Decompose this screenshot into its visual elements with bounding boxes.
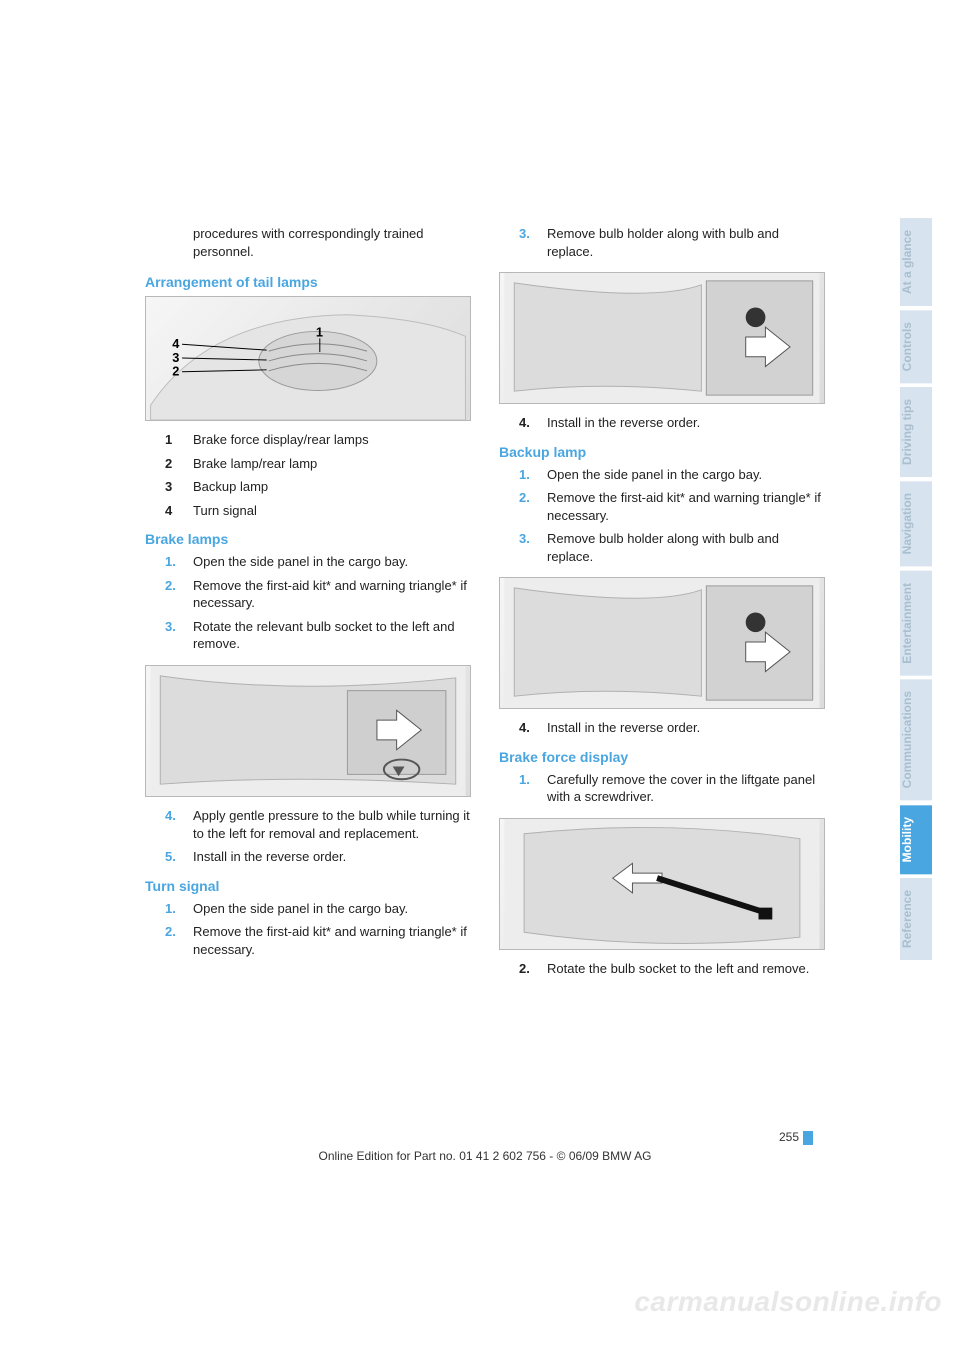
- turn-signal-steps-end: Install in the reverse order.: [499, 414, 825, 432]
- backup-lamp-steps-end: Install in the reverse order.: [499, 719, 825, 737]
- heading-brake-force: Brake force display: [499, 749, 825, 765]
- figure-brake-lamp-removal: [145, 665, 471, 797]
- figure-backup-lamp-removal: [499, 577, 825, 709]
- step-item: Install in the reverse order.: [145, 848, 471, 866]
- tab-reference[interactable]: Reference: [900, 878, 932, 960]
- svg-text:3: 3: [172, 350, 179, 365]
- section-tabs: At a glance Controls Driving tips Naviga…: [900, 218, 932, 964]
- step-item: Apply gentle pressure to the bulb while …: [145, 807, 471, 842]
- heading-brake-lamps: Brake lamps: [145, 531, 471, 547]
- legend-item: 3Backup lamp: [145, 478, 471, 496]
- svg-text:4: 4: [172, 336, 180, 351]
- step-item: Remove bulb holder along with bulb and r…: [499, 225, 825, 260]
- legend-item: 4Turn signal: [145, 502, 471, 520]
- step-item: Install in the reverse order.: [499, 414, 825, 432]
- cargo-bay-diagram-icon: [500, 273, 824, 403]
- brake-lamps-steps: Open the side panel in the cargo bay. Re…: [145, 553, 471, 653]
- figure-brake-force-removal: [499, 818, 825, 950]
- step-item: Remove the first-aid kit* and warning tr…: [499, 489, 825, 524]
- tab-navigation[interactable]: Navigation: [900, 481, 932, 566]
- backup-lamp-steps: Open the side panel in the cargo bay. Re…: [499, 466, 825, 566]
- brake-lamps-steps-cont: Apply gentle pressure to the bulb while …: [145, 807, 471, 866]
- turn-signal-steps: Open the side panel in the cargo bay. Re…: [145, 900, 471, 959]
- heading-turn-signal: Turn signal: [145, 878, 471, 894]
- page-marker-icon: [803, 1131, 813, 1145]
- tab-at-a-glance[interactable]: At a glance: [900, 218, 932, 306]
- footer-line: Online Edition for Part no. 01 41 2 602 …: [145, 1149, 825, 1163]
- liftgate-panel-diagram-icon: [500, 819, 824, 949]
- tab-mobility[interactable]: Mobility: [900, 805, 932, 874]
- intro-text: procedures with correspondingly trained …: [145, 225, 471, 260]
- brake-force-steps-end: Rotate the bulb socket to the left and r…: [499, 960, 825, 978]
- tab-entertainment[interactable]: Entertainment: [900, 571, 932, 676]
- page-number: 255: [779, 1130, 799, 1144]
- tab-controls[interactable]: Controls: [900, 310, 932, 383]
- figure-turn-signal-removal: [499, 272, 825, 404]
- svg-text:1: 1: [316, 324, 323, 339]
- turn-signal-steps-cont: Remove bulb holder along with bulb and r…: [499, 225, 825, 260]
- step-item: Install in the reverse order.: [499, 719, 825, 737]
- legend-item: 2Brake lamp/rear lamp: [145, 455, 471, 473]
- page-footer: 255 Online Edition for Part no. 01 41 2 …: [145, 1130, 825, 1163]
- step-item: Remove the first-aid kit* and warning tr…: [145, 923, 471, 958]
- step-item: Rotate the relevant bulb socket to the l…: [145, 618, 471, 653]
- page-number-wrap: 255: [145, 1130, 825, 1145]
- page-content: procedures with correspondingly trained …: [145, 225, 825, 990]
- step-item: Open the side panel in the cargo bay.: [499, 466, 825, 484]
- figure-tail-lamp-arrangement: 1 4 3 2: [145, 296, 471, 421]
- step-item: Open the side panel in the cargo bay.: [145, 900, 471, 918]
- tab-driving-tips[interactable]: Driving tips: [900, 387, 932, 477]
- left-column: procedures with correspondingly trained …: [145, 225, 471, 990]
- heading-backup-lamp: Backup lamp: [499, 444, 825, 460]
- right-column: Remove bulb holder along with bulb and r…: [499, 225, 825, 990]
- step-item: Open the side panel in the cargo bay.: [145, 553, 471, 571]
- columns: procedures with correspondingly trained …: [145, 225, 825, 990]
- heading-arrangement: Arrangement of tail lamps: [145, 274, 471, 290]
- brake-force-steps: Carefully remove the cover in the liftga…: [499, 771, 825, 806]
- step-item: Carefully remove the cover in the liftga…: [499, 771, 825, 806]
- cargo-bay-diagram-icon: [500, 578, 824, 708]
- watermark: carmanualsonline.info: [634, 1286, 942, 1318]
- svg-text:2: 2: [172, 364, 179, 379]
- tail-lamp-legend: 1Brake force display/rear lamps 2Brake l…: [145, 431, 471, 519]
- tab-communications[interactable]: Communications: [900, 679, 932, 800]
- legend-item: 1Brake force display/rear lamps: [145, 431, 471, 449]
- tail-lamp-diagram-icon: 1 4 3 2: [146, 297, 470, 420]
- cargo-bay-diagram-icon: [146, 666, 470, 796]
- step-item: Remove the first-aid kit* and warning tr…: [145, 577, 471, 612]
- step-item: Remove bulb holder along with bulb and r…: [499, 530, 825, 565]
- step-item: Rotate the bulb socket to the left and r…: [499, 960, 825, 978]
